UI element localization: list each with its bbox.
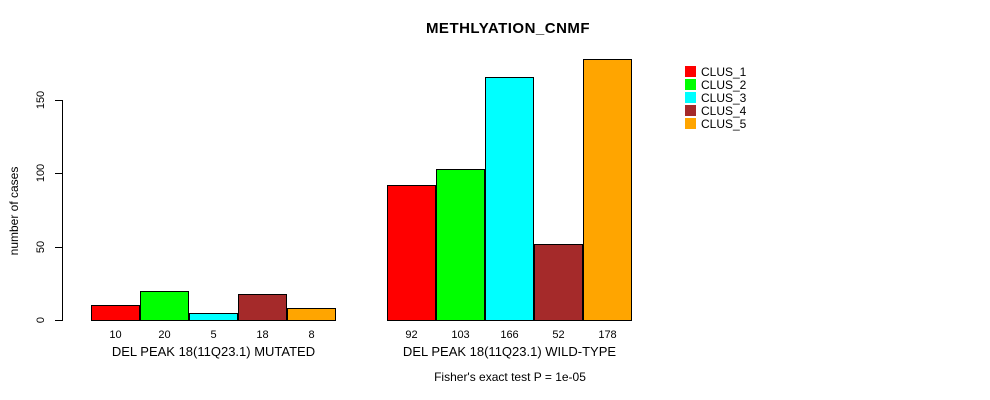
bar-clus_5-g1 (287, 308, 336, 321)
bar-value-label: 20 (158, 329, 171, 341)
legend-swatch-clus_5 (685, 118, 696, 129)
y-tick-label: 0 (35, 316, 47, 324)
bar-value-label: 92 (405, 329, 418, 341)
y-tick-mark (55, 100, 62, 101)
bar-value-label: 178 (598, 329, 617, 341)
bar-value-label: 8 (308, 329, 315, 341)
bar-value-label: 10 (109, 329, 122, 341)
bar-clus_3-g1 (189, 313, 238, 321)
legend-swatch-clus_2 (685, 79, 696, 90)
legend-item: CLUS_2 (685, 78, 746, 91)
chart-title: METHLYATION_CNMF (425, 20, 591, 37)
legend-swatch-clus_3 (685, 92, 696, 103)
bar-clus_4-g2 (534, 244, 583, 321)
legend-label: CLUS_4 (701, 103, 747, 118)
legend: CLUS_1 CLUS_2 CLUS_3 CLUS_4 CLUS_5 (685, 65, 746, 130)
bar-clus_5-g2 (583, 59, 632, 321)
bar-value-label: 52 (552, 329, 565, 341)
legend-label: CLUS_1 (701, 64, 747, 79)
bar-value-label: 166 (500, 329, 519, 341)
y-tick-mark (55, 246, 62, 248)
y-tick-label: 150 (35, 90, 47, 110)
bar-clus_2-g1 (140, 291, 189, 321)
bar-clus_4-g1 (238, 294, 287, 321)
bar-value-label: 5 (210, 329, 217, 341)
y-tick-mark (55, 173, 62, 175)
legend-item: CLUS_4 (685, 104, 746, 117)
bar-clus_3-g2 (485, 77, 534, 321)
bar-value-label: 103 (451, 329, 470, 341)
bar-value-label: 18 (256, 329, 269, 341)
y-tick-label: 50 (35, 240, 47, 253)
annotation-text: Fisher's exact test P = 1e-05 (434, 370, 586, 384)
bar-clus_1-g2 (387, 185, 436, 321)
legend-swatch-clus_1 (685, 66, 696, 77)
bar-clus_2-g2 (436, 169, 485, 321)
legend-label: CLUS_5 (701, 116, 747, 131)
group-label: DEL PEAK 18(11Q23.1) MUTATED (111, 344, 316, 359)
y-tick-label: 100 (35, 164, 47, 183)
legend-item: CLUS_3 (685, 91, 746, 104)
legend-label: CLUS_3 (701, 90, 747, 105)
y-tick-mark (55, 320, 62, 321)
y-axis-label: number of cases (7, 166, 21, 256)
group-label: DEL PEAK 18(11Q23.1) WILD-TYPE (402, 344, 617, 359)
legend-swatch-clus_4 (685, 105, 696, 116)
legend-item: CLUS_1 (685, 65, 746, 78)
y-axis-line (62, 100, 63, 321)
legend-item: CLUS_5 (685, 117, 746, 130)
bar-clus_1-g1 (91, 305, 140, 321)
legend-label: CLUS_2 (701, 77, 747, 92)
